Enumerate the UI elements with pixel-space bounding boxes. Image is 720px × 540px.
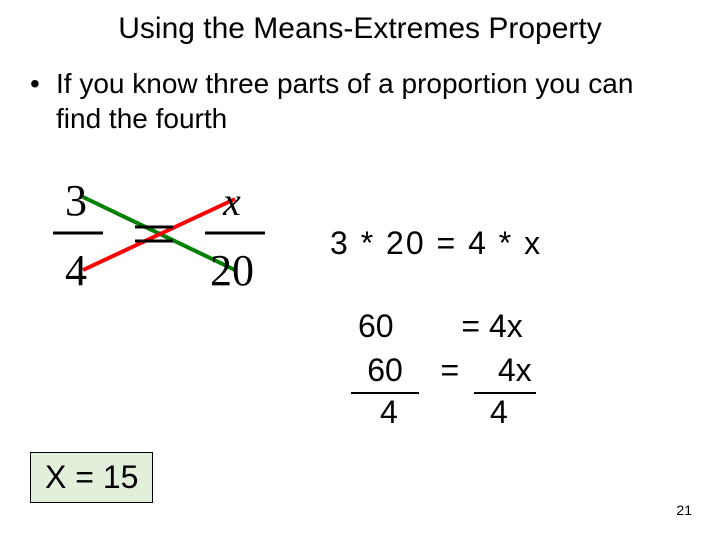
step3-eq: = <box>429 352 471 389</box>
step3-left: 60 <box>350 352 420 389</box>
frac-b-den: 20 <box>210 246 254 295</box>
bullet-text: If you know three parts of a proportion … <box>56 66 676 136</box>
frac-b-num: x <box>222 179 241 224</box>
bullet-marker: • <box>30 66 56 101</box>
step2-left: 60 <box>358 308 394 344</box>
frac-a-num: 3 <box>65 176 87 225</box>
step-line-1: 3 * 20 = 4 * x <box>330 225 542 262</box>
step2-right: = 4x <box>461 308 522 344</box>
slide-title: Using the Means-Extremes Property <box>0 12 720 46</box>
step-line-4-right: 4 <box>490 394 508 431</box>
answer-box: X = 15 <box>30 452 153 503</box>
step-line-4-left: 4 <box>380 394 398 431</box>
step3-right: 4x <box>480 352 550 389</box>
proportion-equation: 3 4 x 20 <box>45 165 275 300</box>
step-line-2: 60 = 4x <box>358 308 523 345</box>
step-line-3: 60 = 4x <box>350 352 550 389</box>
page-number: 21 <box>676 502 692 518</box>
frac-a-den: 4 <box>65 246 87 295</box>
bullet-row: •If you know three parts of a proportion… <box>30 66 690 136</box>
